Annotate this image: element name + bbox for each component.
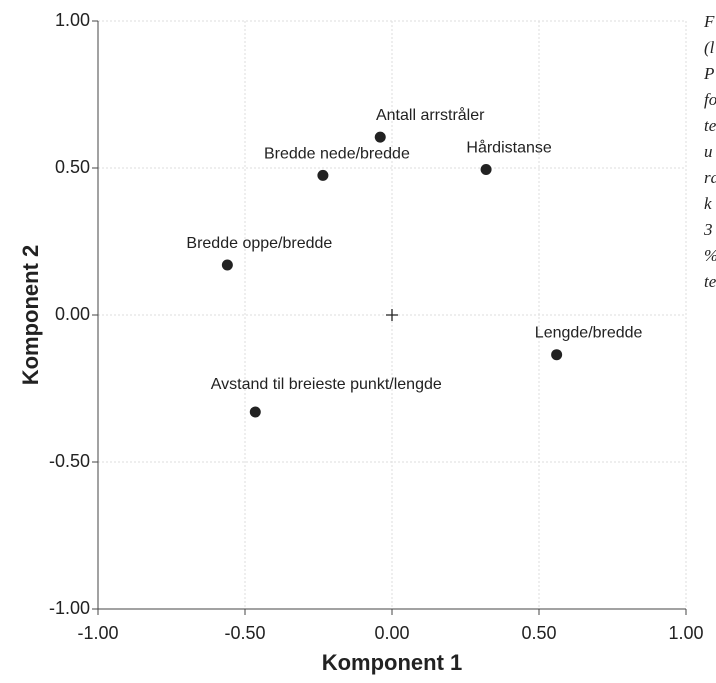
origin-marker [386, 309, 398, 321]
caption-fragment: k [704, 194, 712, 213]
point-label: Bredde nede/bredde [264, 145, 410, 162]
caption-fragment: 3 [703, 220, 713, 239]
point-label: Antall arrstråler [376, 106, 485, 124]
x-tick-label: -1.00 [77, 623, 118, 643]
caption-fragment: (l [704, 38, 715, 57]
caption-fragment: u [704, 142, 713, 161]
point [221, 259, 233, 271]
x-tick-label: 0.50 [521, 623, 556, 643]
caption-fragment: te [704, 116, 716, 135]
y-tick-label: 0.50 [55, 157, 90, 177]
y-tick-label: -1.00 [49, 598, 90, 618]
y-axis-title: Komponent 2 [18, 245, 43, 386]
x-tick-label: 0.00 [374, 623, 409, 643]
point [480, 163, 492, 175]
caption-fragment: F [703, 12, 715, 31]
point [374, 131, 386, 143]
caption-fragment: % [704, 246, 716, 265]
point [551, 349, 563, 361]
y-tick-label: -0.50 [49, 451, 90, 471]
point-label: Bredde oppe/bredde [186, 235, 332, 252]
point [317, 169, 329, 181]
caption-fragment: fo [704, 90, 716, 109]
point [249, 406, 261, 418]
caption-fragment: ra [704, 168, 716, 187]
x-axis-title: Komponent 1 [322, 650, 463, 675]
y-tick-label: 1.00 [55, 10, 90, 30]
x-tick-label: 1.00 [668, 623, 703, 643]
caption-fragment: P [703, 64, 714, 83]
caption-fragment: te [704, 272, 716, 291]
point-label: Lengde/bredde [535, 325, 643, 342]
y-tick-label: 0.00 [55, 304, 90, 324]
point-label: Hårdistanse [466, 138, 551, 156]
point-label: Avstand til breieste punkt/lengde [211, 376, 442, 393]
x-tick-label: -0.50 [224, 623, 265, 643]
